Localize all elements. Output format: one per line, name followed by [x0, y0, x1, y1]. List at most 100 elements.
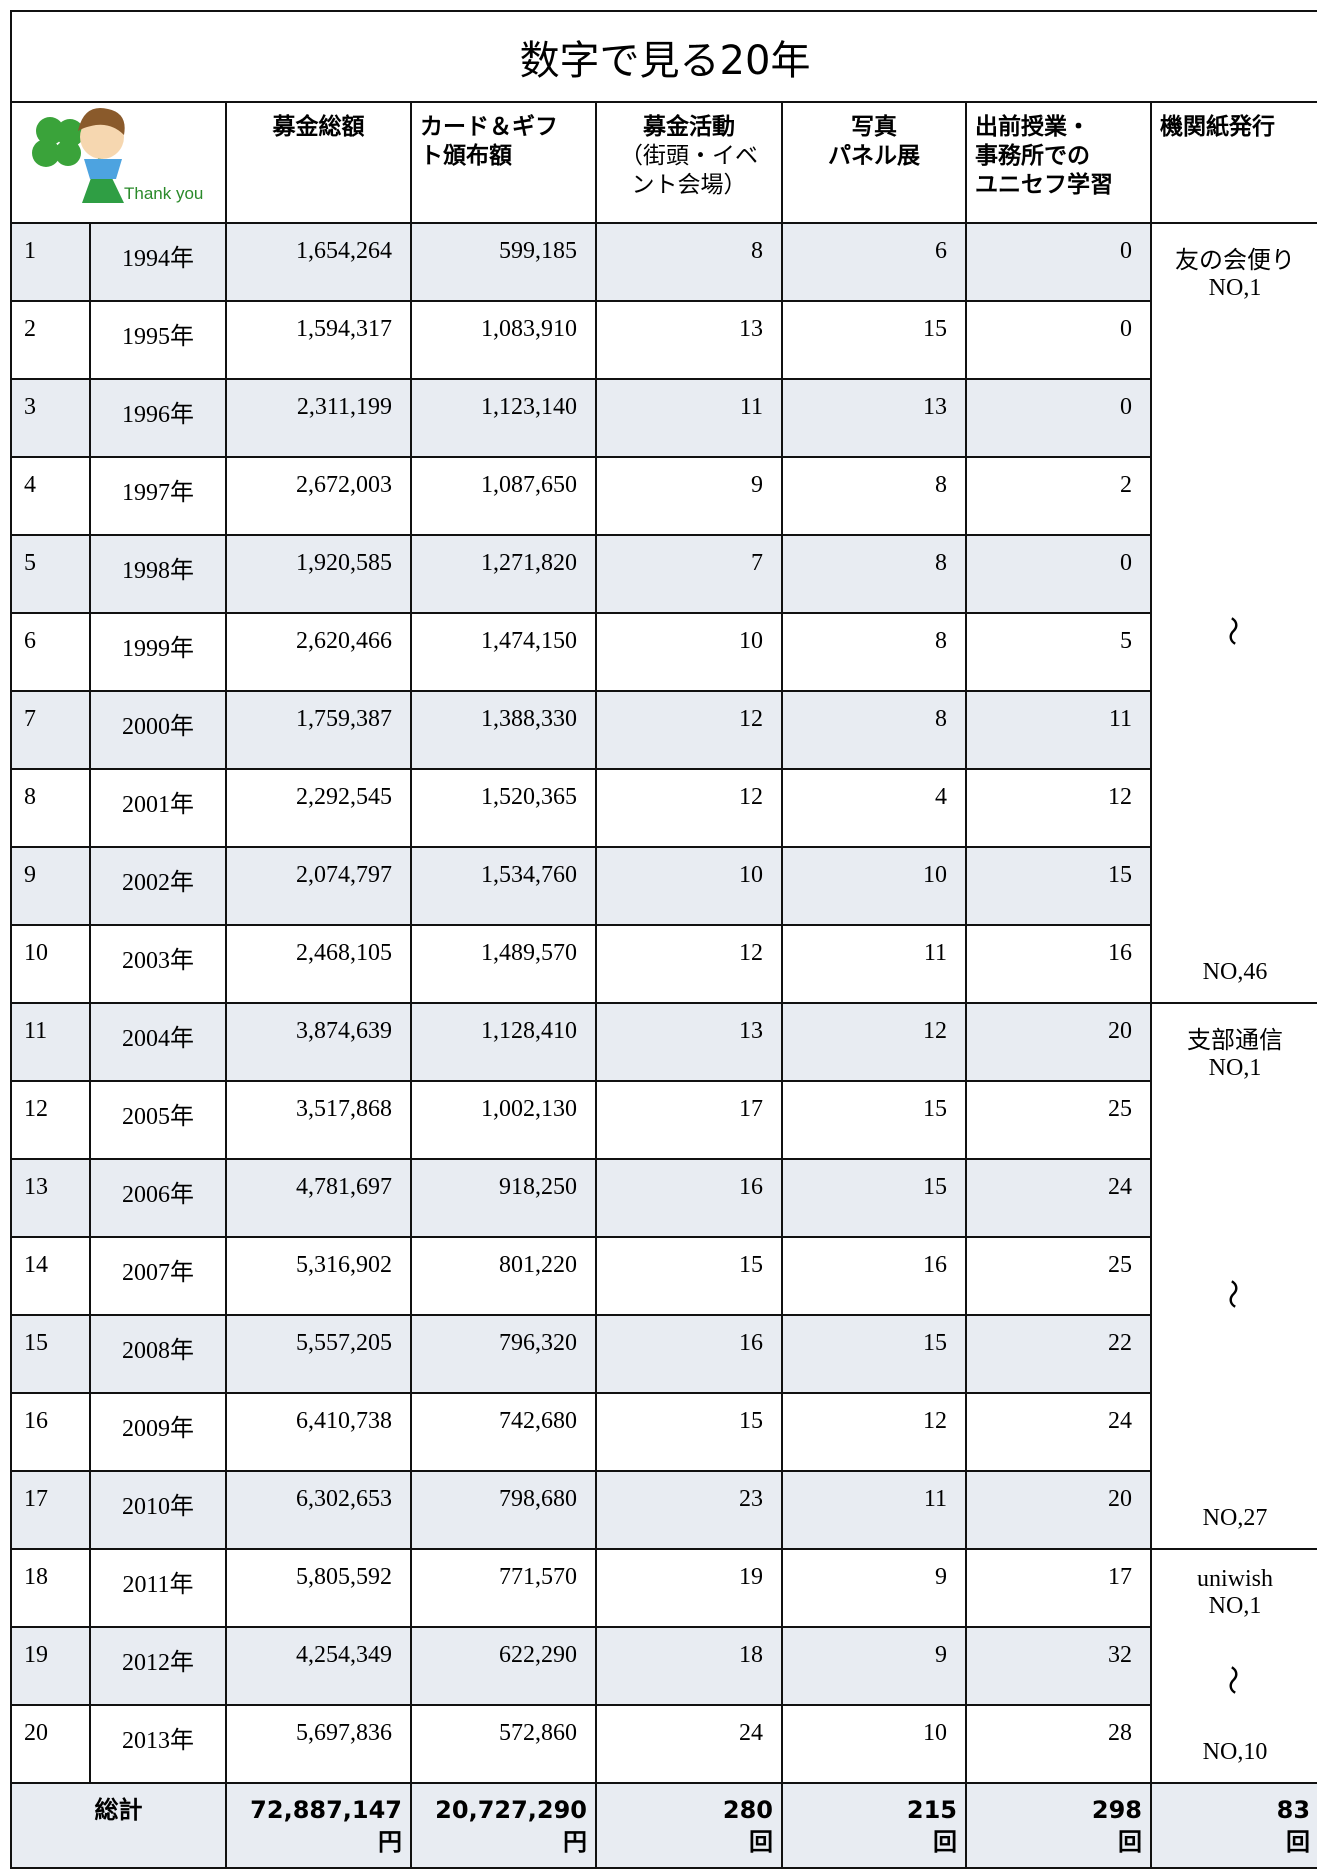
value-cell: 24 [966, 1393, 1151, 1471]
row-number: 12 [11, 1081, 90, 1159]
year: 2006年 [90, 1159, 226, 1237]
header-line: 写真 [791, 113, 957, 142]
value-cell: 15 [782, 301, 966, 379]
value-cell: 28 [966, 1705, 1151, 1783]
thank-you-text: Thank you [124, 184, 203, 203]
value-cell: 5,316,902 [226, 1237, 411, 1315]
value-cell: 801,220 [411, 1237, 596, 1315]
value-cell: 1,520,365 [411, 769, 596, 847]
total-amount: 215 [783, 1794, 957, 1826]
value-cell: 8 [782, 535, 966, 613]
value-cell: 771,570 [411, 1549, 596, 1627]
value-cell: 23 [596, 1471, 782, 1549]
year: 2005年 [90, 1081, 226, 1159]
value-cell: 15 [966, 847, 1151, 925]
value-cell: 0 [966, 301, 1151, 379]
year: 2008年 [90, 1315, 226, 1393]
page: 数字で見る20年 Thank you 募金総額カード＆ギフト頒布額募金活動（街頭… [0, 0, 1317, 1869]
value-cell: 2,074,797 [226, 847, 411, 925]
year: 2013年 [90, 1705, 226, 1783]
value-cell: 10 [782, 1705, 966, 1783]
total-unit: 回 [1152, 1826, 1310, 1858]
value-cell: 11 [966, 691, 1151, 769]
range-mark: 〜 [1213, 616, 1257, 646]
header-line: 事務所での [975, 142, 1142, 171]
value-cell: 1,002,130 [411, 1081, 596, 1159]
year: 1998年 [90, 535, 226, 613]
value-cell: 9 [782, 1627, 966, 1705]
value-cell: 2,292,545 [226, 769, 411, 847]
value-cell: 13 [596, 301, 782, 379]
value-cell: 4,254,349 [226, 1627, 411, 1705]
row-number: 13 [11, 1159, 90, 1237]
year: 1996年 [90, 379, 226, 457]
newsletter-last: NO,27 [1203, 1505, 1268, 1532]
value-cell: 572,860 [411, 1705, 596, 1783]
value-cell: 12 [596, 691, 782, 769]
year: 2011年 [90, 1549, 226, 1627]
column-header: 募金総額 [226, 102, 411, 223]
value-cell: 6,410,738 [226, 1393, 411, 1471]
value-cell: 5,805,592 [226, 1549, 411, 1627]
value-cell: 15 [782, 1315, 966, 1393]
value-cell: 12 [782, 1003, 966, 1081]
row-number: 14 [11, 1237, 90, 1315]
range-mark: 〜 [1213, 1665, 1257, 1695]
value-cell: 25 [966, 1237, 1151, 1315]
year: 1997年 [90, 457, 226, 535]
row-number: 20 [11, 1705, 90, 1783]
value-cell: 0 [966, 223, 1151, 301]
year: 2001年 [90, 769, 226, 847]
newsletter-last: NO,10 [1203, 1739, 1268, 1766]
total-unit: 回 [967, 1826, 1142, 1858]
total-label: 総計 [11, 1783, 226, 1868]
year: 2004年 [90, 1003, 226, 1081]
newsletter-name: 支部通信 [1187, 1020, 1283, 1055]
value-cell: 16 [782, 1237, 966, 1315]
newsletter-last: NO,46 [1203, 959, 1268, 986]
year: 1995年 [90, 301, 226, 379]
value-cell: 918,250 [411, 1159, 596, 1237]
value-cell: 2,468,105 [226, 925, 411, 1003]
row-number: 18 [11, 1549, 90, 1627]
total-amount: 72,887,147 [227, 1794, 402, 1826]
value-cell: 4,781,697 [226, 1159, 411, 1237]
value-cell: 13 [596, 1003, 782, 1081]
row-number: 19 [11, 1627, 90, 1705]
total-unit: 円 [412, 1826, 587, 1858]
row-number: 7 [11, 691, 90, 769]
year: 1999年 [90, 613, 226, 691]
value-cell: 9 [782, 1549, 966, 1627]
value-cell: 15 [596, 1393, 782, 1471]
row-number: 3 [11, 379, 90, 457]
column-header: 募金活動（街頭・イベント会場） [596, 102, 782, 223]
newsletter-first: NO,1 [1175, 275, 1295, 302]
total-unit: 回 [783, 1826, 957, 1858]
value-cell: 16 [596, 1159, 782, 1237]
newsletter-name: 友の会便り [1175, 240, 1295, 275]
value-cell: 796,320 [411, 1315, 596, 1393]
value-cell: 16 [596, 1315, 782, 1393]
header-line: （街頭・イベ [605, 142, 773, 171]
total-unit: 回 [597, 1826, 773, 1858]
row-number: 5 [11, 535, 90, 613]
value-cell: 742,680 [411, 1393, 596, 1471]
thank-you-illustration: Thank you [12, 103, 212, 217]
value-cell: 1,123,140 [411, 379, 596, 457]
row-number: 17 [11, 1471, 90, 1549]
value-cell: 2,672,003 [226, 457, 411, 535]
